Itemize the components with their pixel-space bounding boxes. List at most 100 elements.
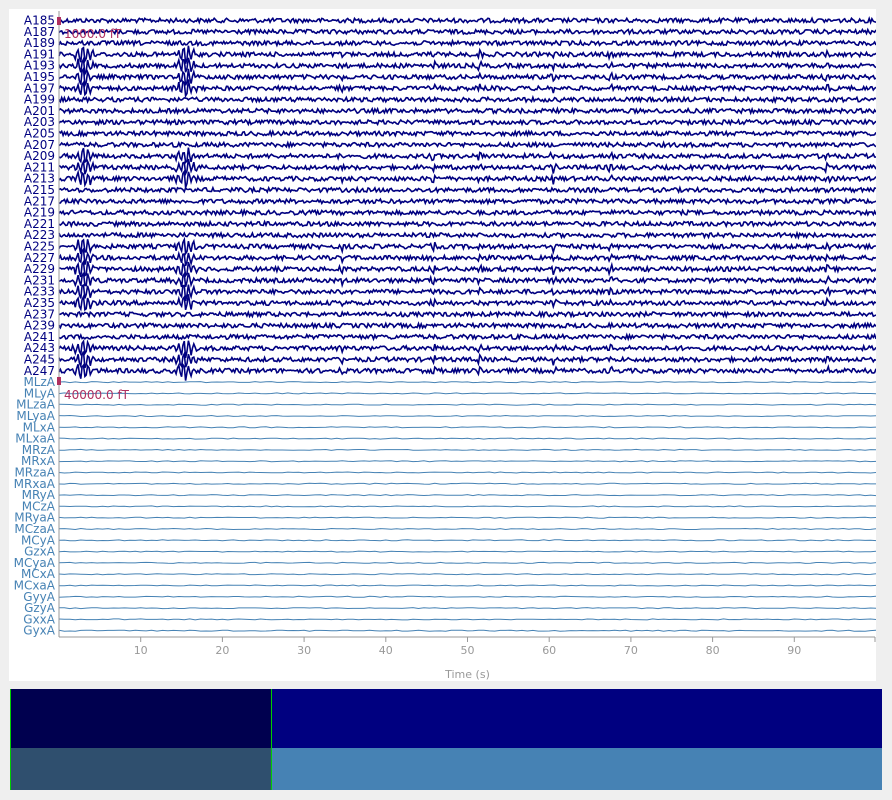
channel-trace (58, 140, 876, 150)
channel-label[interactable]: A187 (24, 25, 55, 39)
channel-label[interactable]: GyxA (23, 624, 56, 638)
x-tick-label: 70 (624, 644, 638, 657)
channel-label[interactable]: GxxA (23, 612, 56, 626)
overview-window-left-edge[interactable] (10, 689, 11, 790)
channel-label[interactable]: MRxaA (14, 477, 56, 491)
x-axis-ticks: 10 20 30 40 50 60 70 80 90 (134, 637, 876, 657)
channel-label[interactable]: MLxA (23, 420, 56, 434)
channel-trace (58, 437, 876, 440)
overview-ref-window (10, 748, 272, 790)
channel-trace (58, 527, 876, 531)
channel-label[interactable]: MLyA (24, 386, 56, 400)
channel-label[interactable]: A233 (24, 285, 55, 299)
channel-traces-plot[interactable]: A185A187A189A191A193A195A197A199A201A203… (9, 9, 876, 681)
channel-label[interactable]: A217 (24, 194, 55, 208)
channel-label[interactable]: MRzaA (14, 466, 55, 480)
channel-trace (58, 629, 876, 632)
x-tick-label: 60 (542, 644, 556, 657)
channel-trace (58, 247, 876, 267)
channel-label[interactable]: A209 (24, 149, 55, 163)
channel-trace (58, 94, 876, 105)
channel-trace (58, 595, 876, 598)
channel-label[interactable]: A201 (24, 104, 55, 118)
channel-label[interactable]: MCxaA (14, 579, 56, 593)
channel-label[interactable]: A185 (24, 14, 55, 28)
channel-label[interactable]: MLzaA (16, 398, 56, 412)
channel-label[interactable]: MLzA (23, 375, 55, 389)
ref-scale-bar (57, 377, 61, 385)
channel-label[interactable]: A193 (24, 59, 55, 73)
overview-bar[interactable] (10, 689, 882, 790)
channel-label[interactable]: A219 (24, 206, 55, 220)
channel-label[interactable]: A197 (24, 81, 55, 95)
channel-label[interactable]: A211 (24, 160, 55, 174)
channel-label[interactable]: MCyA (21, 533, 56, 547)
raw-data-browser[interactable]: A185 A187 A189 A191 A193 A195 A197 A199 A201 A203… (9, 9, 876, 681)
overview-window-right-edge[interactable] (270, 689, 272, 790)
channel-label[interactable]: MRxA (21, 454, 56, 468)
channel-trace (58, 169, 876, 188)
channel-label[interactable]: A243 (24, 341, 55, 355)
channel-trace (58, 561, 876, 564)
channel-trace (58, 117, 876, 127)
channel-trace (58, 505, 876, 508)
channel-label[interactable]: A189 (24, 36, 55, 50)
channel-label[interactable]: A239 (24, 319, 55, 333)
channel-label[interactable]: A227 (24, 251, 55, 265)
channel-label[interactable]: MCxA (21, 567, 56, 581)
channel-label[interactable]: A237 (24, 307, 55, 321)
channel-trace (58, 27, 876, 37)
x-axis-label: Time (s) (444, 668, 490, 681)
channel-label[interactable]: GyyA (23, 590, 56, 604)
channel-label[interactable]: MLyaA (16, 409, 55, 423)
channel-trace (58, 158, 876, 177)
channel-label[interactable]: MRyaA (14, 511, 55, 525)
channel-trace (58, 66, 876, 89)
channel-label[interactable]: A221 (24, 217, 55, 231)
channel-trace (58, 321, 876, 331)
channel-label[interactable]: A231 (24, 273, 55, 287)
channel-trace (58, 197, 876, 206)
channel-label[interactable]: MRzA (22, 443, 56, 457)
channel-label[interactable]: A203 (24, 115, 55, 129)
channel-label[interactable]: A199 (24, 93, 55, 107)
channel-trace (58, 381, 876, 384)
channel-trace (58, 392, 876, 395)
channel-label[interactable]: MCyaA (14, 556, 56, 570)
channel-label[interactable]: A245 (24, 353, 55, 367)
channel-label[interactable]: MRyA (22, 488, 56, 502)
channel-label[interactable]: A207 (24, 138, 55, 152)
overview-view-window[interactable] (10, 689, 272, 748)
channel-label[interactable]: A205 (24, 127, 55, 141)
channel-label[interactable]: A241 (24, 330, 55, 344)
channel-label[interactable]: A235 (24, 296, 55, 310)
channel-trace (58, 293, 876, 312)
channel-label[interactable]: MCzA (22, 499, 56, 513)
channel-label[interactable]: A215 (24, 183, 55, 197)
channel-label[interactable]: A195 (24, 70, 55, 84)
channel-trace (58, 539, 876, 542)
channel-label[interactable]: A225 (24, 240, 55, 254)
channel-label[interactable]: GzxA (24, 545, 56, 559)
channel-label[interactable]: A213 (24, 172, 55, 186)
channel-label[interactable]: MLxaA (15, 432, 55, 446)
channel-trace (58, 185, 876, 195)
x-tick-label: 80 (706, 644, 720, 657)
channel-trace (58, 350, 876, 370)
channel-label[interactable]: A247 (24, 364, 55, 378)
channel-label[interactable]: MCzaA (14, 522, 55, 536)
channel-trace (58, 550, 876, 553)
channel-trace (58, 426, 876, 429)
x-tick-label: 50 (461, 644, 475, 657)
channel-label[interactable]: A223 (24, 228, 55, 242)
mag-scale-label: 1000.0 fT (64, 27, 122, 41)
channel-label[interactable]: A191 (24, 47, 55, 61)
x-tick-label: 30 (297, 644, 311, 657)
channel-trace (58, 471, 876, 474)
channel-trace (58, 309, 876, 319)
channel-label[interactable]: GzyA (24, 601, 56, 615)
traces-group (58, 15, 876, 632)
channel-label[interactable]: A229 (24, 262, 55, 276)
channel-trace (58, 618, 876, 621)
channel-trace (58, 207, 876, 218)
